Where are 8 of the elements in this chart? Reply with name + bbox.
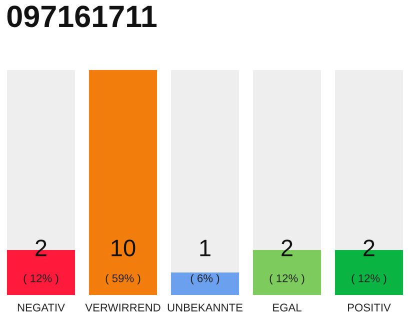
x-tick-label: UNBEKANNTE <box>168 304 242 312</box>
x-tick-label: VERWIRREND <box>85 304 160 312</box>
chart-title: 097161711 <box>7 6 157 28</box>
x-tick-label: POSITIV <box>348 304 391 312</box>
x-tick-label: EGAL <box>273 304 302 312</box>
data-label: 10 ( 59% ) <box>106 240 140 284</box>
data-label: 1 ( 6% ) <box>190 240 220 284</box>
x-tick-label: NEGATIV <box>18 304 65 312</box>
